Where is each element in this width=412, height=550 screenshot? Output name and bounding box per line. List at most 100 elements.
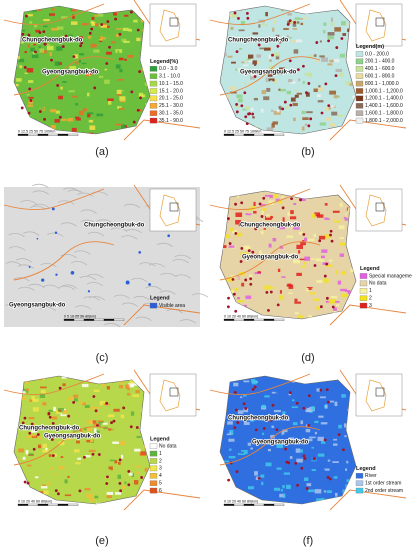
patch xyxy=(71,21,78,25)
patch xyxy=(248,54,254,59)
patch xyxy=(237,300,245,303)
site xyxy=(327,104,331,107)
patch xyxy=(24,72,28,75)
patch xyxy=(32,467,38,471)
patch xyxy=(278,105,282,111)
patch xyxy=(270,434,275,439)
legend-title: Legend(m) xyxy=(356,44,384,50)
site xyxy=(106,20,110,23)
site xyxy=(313,457,316,460)
patch xyxy=(275,389,282,394)
site xyxy=(313,264,317,267)
map-panel: Chungcheongbuk-do Gyeongsangbuk-do LegendV… xyxy=(3,183,209,328)
ridge xyxy=(77,192,94,197)
patch xyxy=(270,80,273,82)
patch xyxy=(237,193,241,196)
patch xyxy=(108,466,113,471)
patch xyxy=(75,62,79,65)
patch xyxy=(75,462,81,465)
patch xyxy=(350,268,356,273)
site xyxy=(309,117,313,121)
patch xyxy=(50,125,56,130)
patch xyxy=(102,34,110,38)
patch xyxy=(30,491,36,496)
patch xyxy=(63,409,69,414)
patch xyxy=(274,440,279,445)
patch xyxy=(68,71,72,73)
patch xyxy=(109,459,116,462)
patch xyxy=(306,286,313,290)
patch xyxy=(223,98,228,101)
site xyxy=(243,91,247,95)
patch xyxy=(243,408,249,413)
patch xyxy=(254,449,258,452)
patch xyxy=(234,288,239,292)
patch xyxy=(350,37,354,40)
patch xyxy=(321,389,329,393)
site xyxy=(34,50,37,54)
site xyxy=(129,10,133,14)
patch xyxy=(312,298,320,301)
patch xyxy=(230,441,234,445)
patch xyxy=(304,16,308,19)
patch xyxy=(117,78,124,81)
patch xyxy=(61,486,65,489)
patch xyxy=(28,96,34,99)
patch xyxy=(111,41,117,44)
patch xyxy=(245,213,252,216)
patch xyxy=(227,486,232,490)
patch xyxy=(33,43,37,46)
patch xyxy=(258,24,261,28)
site xyxy=(56,492,60,496)
legend-label: 1,800.1 - 2,000.0 xyxy=(365,118,403,124)
legend-swatch xyxy=(355,480,364,486)
patch xyxy=(227,199,235,204)
legend-swatch xyxy=(359,295,368,301)
ridge xyxy=(156,242,174,248)
patch xyxy=(282,493,286,499)
panel-caption: (f) xyxy=(303,535,313,547)
patch xyxy=(220,86,223,91)
ridge xyxy=(159,290,176,295)
patch xyxy=(261,201,269,206)
patch xyxy=(309,55,316,57)
patch xyxy=(261,481,264,486)
patch xyxy=(268,200,275,205)
patch xyxy=(100,36,107,40)
patch xyxy=(339,253,344,257)
patch xyxy=(346,460,349,464)
ridge xyxy=(72,315,89,320)
patch xyxy=(133,19,138,23)
region-label: Chungcheongbuk-do xyxy=(240,223,301,229)
patch xyxy=(59,435,64,439)
patch xyxy=(28,417,35,420)
ridge xyxy=(121,235,138,240)
patch xyxy=(344,435,347,438)
patch xyxy=(245,106,250,110)
patch xyxy=(311,26,318,30)
patch xyxy=(292,102,298,107)
patch xyxy=(263,228,266,230)
patch xyxy=(255,413,259,417)
site xyxy=(249,282,253,286)
patch xyxy=(268,65,275,71)
patch xyxy=(14,27,21,32)
site xyxy=(93,86,97,90)
site xyxy=(329,233,332,237)
patch xyxy=(260,435,263,441)
patch xyxy=(264,285,271,290)
patch xyxy=(311,406,315,411)
patch xyxy=(261,432,265,435)
scale-segment xyxy=(47,133,59,136)
patch xyxy=(341,394,346,398)
site xyxy=(97,453,101,456)
site xyxy=(257,43,261,47)
patch xyxy=(299,395,304,401)
patch xyxy=(311,287,316,290)
patch xyxy=(122,27,129,31)
patch xyxy=(254,254,260,257)
patch xyxy=(37,436,42,440)
patch xyxy=(87,113,91,118)
patch xyxy=(28,40,36,44)
